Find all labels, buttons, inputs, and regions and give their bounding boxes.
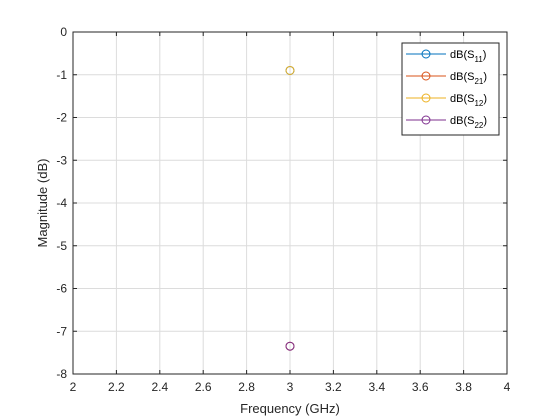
x-tick-label: 3.2: [325, 380, 342, 394]
y-tick-label: 0: [60, 25, 67, 39]
y-tick-label: -8: [56, 367, 67, 381]
legend-label-db-s11: dB(S11): [450, 49, 486, 64]
data-markers: [285, 65, 295, 351]
x-tick-label: 4: [504, 380, 511, 394]
legend-label-db-s21: dB(S21): [450, 71, 487, 86]
legend-marker-db-s12: [421, 93, 431, 103]
x-tick-label: 3: [287, 380, 294, 394]
x-tick-label: 2.4: [151, 380, 168, 394]
x-axis-title: Frequency (GHz): [240, 401, 340, 416]
x-tick-label: 2.6: [195, 380, 212, 394]
x-tick-label: 2: [70, 380, 77, 394]
x-tick-label: 2.2: [108, 380, 125, 394]
y-tick-label: -1: [56, 68, 67, 82]
data-point-db-s22: [285, 341, 295, 351]
axis-ticks: 2 2.2 2.4 2.6 2.8 3 3.2 3.4 3.6 3.8 4 0 -1 -2 -3 -4 -5 -6…: [56, 25, 510, 394]
data-point-db-s12: [285, 65, 295, 75]
legend-label-db-s22: dB(S22): [450, 115, 487, 130]
x-tick-label: 3.6: [412, 380, 429, 394]
legend-marker-db-s11: [421, 49, 431, 59]
y-tick-label: -6: [56, 282, 67, 296]
y-tick-label: -2: [56, 111, 67, 125]
legend: dB(S11) dB(S21) dB(S12) dB(S22): [401, 42, 500, 136]
y-tick-label: -3: [56, 153, 67, 167]
y-tick-label: -7: [56, 324, 67, 338]
legend-marker-db-s22: [421, 115, 431, 125]
legend-label-db-s12: dB(S12): [450, 93, 487, 108]
x-tick-label: 3.4: [368, 380, 385, 394]
y-tick-label: -4: [56, 196, 67, 210]
y-tick-label: -5: [56, 239, 67, 253]
y-axis-title: Magnitude (dB): [35, 159, 50, 248]
x-tick-label: 3.8: [455, 380, 472, 394]
legend-marker-db-s21: [421, 71, 431, 81]
x-tick-label: 2.8: [238, 380, 255, 394]
